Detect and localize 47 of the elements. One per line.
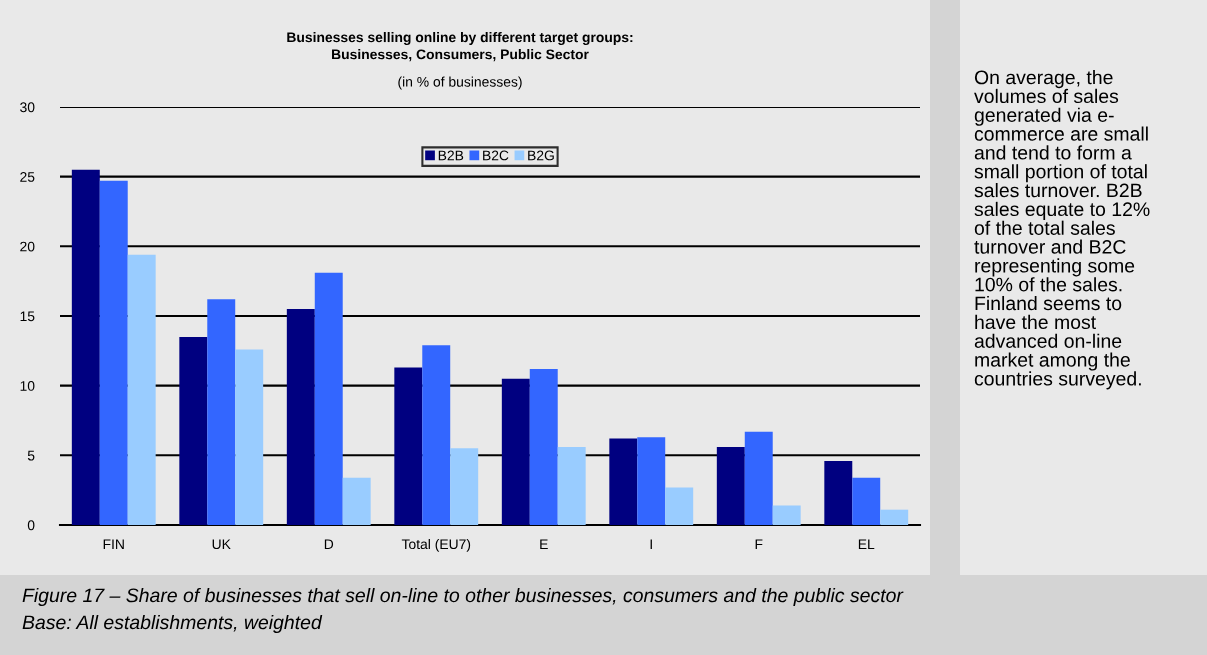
- bar: [637, 437, 666, 525]
- chart-title: Businesses selling online by different target groups: Businesses, Consumers, Public Sector: [287, 32, 633, 62]
- bar: [179, 336, 208, 525]
- bar: [127, 254, 156, 525]
- caption: Figure 17 – Share of businesses that sell on-line to other businesses, consumers and the public sector: [22, 587, 904, 607]
- y-tick-label: 5: [27, 450, 35, 461]
- bar: [609, 438, 638, 525]
- bar: [342, 477, 371, 525]
- x-tick-label: Total (EU7): [401, 538, 471, 552]
- y-tick-label: 20: [20, 241, 35, 252]
- bar: [744, 431, 773, 525]
- bar: [286, 309, 315, 525]
- legend-label: B2G: [528, 150, 554, 161]
- bar: [394, 367, 423, 525]
- bar: [207, 299, 236, 525]
- bar: [529, 368, 558, 525]
- chart-subtitle: (in % of businesses): [398, 76, 522, 90]
- y-tick-label: 0: [27, 520, 35, 531]
- y-tick-label: 25: [20, 172, 35, 182]
- y-tick-label: 30: [20, 102, 35, 113]
- y-tick-label: 10: [20, 381, 35, 391]
- bar: [665, 487, 694, 525]
- y-tick-label: 15: [20, 311, 35, 322]
- text: On average, the volumes of sales generated via e- commerce are small and tend to form a small portion of total sales turnover. B2B sales equate to 12% of the total sales turnover and B2C representing some 10% of the sales. Finland seems to have the most advanced on-line market among the countries surveyed.: [974, 70, 1150, 390]
- bar: [852, 477, 881, 525]
- x-tick-label: F: [755, 539, 763, 549]
- text: Base: All establishments, weighted: [22, 614, 323, 634]
- bar: [716, 446, 745, 525]
- legend-label: B2B: [438, 150, 464, 161]
- bar: [99, 180, 128, 525]
- x-tick-label: I: [650, 539, 652, 549]
- bar: [71, 169, 100, 525]
- bar: [824, 460, 853, 525]
- bar: [557, 446, 586, 525]
- x-tick-label: FIN: [103, 539, 124, 549]
- bar: [501, 378, 530, 525]
- x-tick-label: EL: [858, 539, 875, 549]
- bar: [422, 345, 451, 525]
- legend-label: B2C: [483, 150, 509, 161]
- x-tick-label: UK: [212, 539, 231, 550]
- bar: [450, 448, 479, 525]
- bar: [314, 272, 343, 525]
- bar: [235, 349, 264, 525]
- x-tick-label: D: [324, 539, 334, 549]
- bar: [772, 505, 801, 525]
- x-tick-label: E: [540, 539, 548, 549]
- bar: [880, 509, 909, 525]
